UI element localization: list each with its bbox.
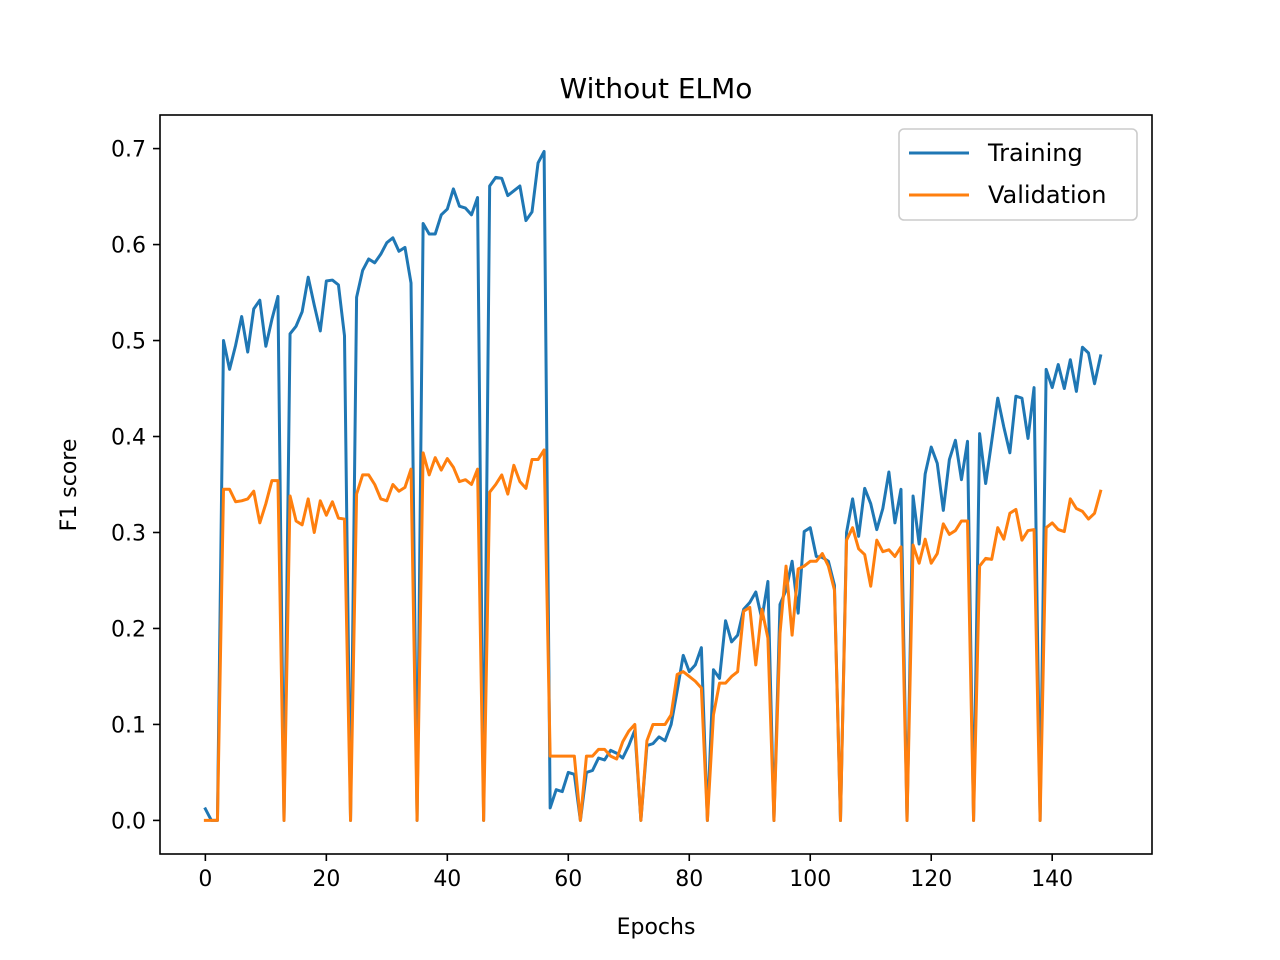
- x-tick-label: 120: [910, 867, 952, 892]
- x-tick-label: 40: [433, 867, 461, 892]
- plot-frame: [159, 114, 1153, 855]
- y-tick-label: 0.5: [111, 330, 146, 355]
- x-axis: 0 20 40 60 80 100 120 140: [198, 854, 1073, 892]
- legend-label-validation: Validation: [988, 181, 1107, 209]
- y-axis: 0.0 0.1 0.2 0.3 0.4 0.5 0.6 0.7: [111, 138, 160, 834]
- x-axis-title: Epochs: [617, 915, 696, 940]
- x-tick-label: 80: [675, 867, 703, 892]
- chart-title: Without ELMo: [560, 72, 753, 105]
- series-layer: [203, 149, 1103, 822]
- y-tick-label: 0.0: [111, 809, 146, 834]
- x-tick-label: 20: [312, 867, 340, 892]
- y-tick-label: 0.2: [111, 617, 146, 642]
- y-axis-title: F1 score: [57, 439, 82, 532]
- y-tick-label: 0.3: [111, 521, 146, 546]
- y-tick-label: 0.6: [111, 234, 146, 259]
- series-line-training: [203, 149, 1103, 822]
- x-tick-label: 140: [1031, 867, 1073, 892]
- y-tick-label: 0.4: [111, 426, 146, 451]
- x-tick-label: 0: [198, 867, 212, 892]
- x-tick-label: 60: [554, 867, 582, 892]
- legend: Training Validation: [898, 128, 1138, 221]
- y-tick-label: 0.7: [111, 138, 146, 163]
- y-tick-label: 0.1: [111, 713, 146, 738]
- x-tick-label: 100: [789, 867, 831, 892]
- series-line-validation: [203, 448, 1103, 822]
- legend-label-training: Training: [987, 139, 1083, 167]
